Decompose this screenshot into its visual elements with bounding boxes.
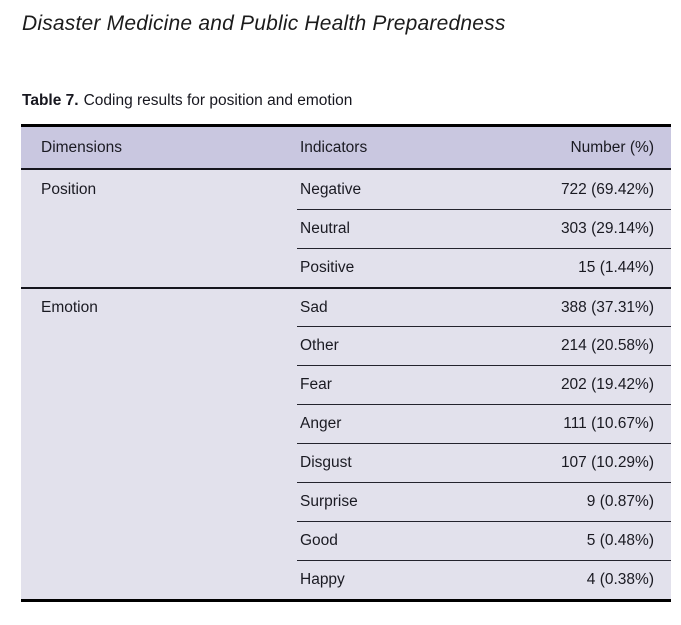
number-cell: 111 (10.67%): [563, 414, 654, 432]
table-row: Fear 202 (19.42%): [21, 365, 671, 404]
dimension-cell: Position: [41, 180, 97, 198]
table-row: Emotion Sad 388 (37.31%): [21, 287, 671, 326]
indicator-cell: Positive: [300, 258, 355, 276]
number-cell: 202 (19.42%): [560, 375, 654, 393]
number-cell: 214 (20.58%): [560, 336, 654, 354]
table-caption-text: Coding results for position and emotion: [83, 92, 353, 109]
indicator-cell: Negative: [300, 180, 362, 198]
indicator-cell: Sad: [300, 298, 328, 316]
table-caption-label: Table 7.: [22, 92, 79, 109]
column-header-dimensions: Dimensions: [41, 138, 122, 156]
dimension-cell: Emotion: [41, 298, 98, 316]
number-cell: 4 (0.38%): [586, 570, 654, 588]
column-header-number: Number (%): [570, 138, 654, 156]
indicator-cell: Anger: [300, 414, 342, 432]
coding-results-table: Dimensions Indicators Number (%) Positio…: [21, 124, 671, 602]
indicator-cell: Good: [300, 531, 338, 549]
table-row: Neutral 303 (29.14%): [21, 209, 671, 248]
indicator-cell: Fear: [300, 375, 332, 393]
number-cell: 388 (37.31%): [560, 298, 654, 316]
table-row: Good 5 (0.48%): [21, 521, 671, 560]
journal-title: Disaster Medicine and Public Health Prep…: [22, 12, 506, 35]
table-row: Surprise 9 (0.87%): [21, 482, 671, 521]
table-row: Position Negative 722 (69.42%): [21, 170, 671, 209]
table-row: Happy 4 (0.38%): [21, 560, 671, 599]
indicator-cell: Surprise: [300, 492, 358, 510]
number-cell: 107 (10.29%): [560, 453, 654, 471]
table-row: Disgust 107 (10.29%): [21, 443, 671, 482]
number-cell: 5 (0.48%): [586, 531, 654, 549]
indicator-cell: Neutral: [300, 219, 350, 237]
table-row: Other 214 (20.58%): [21, 326, 671, 365]
number-cell: 9 (0.87%): [586, 492, 654, 510]
number-cell: 722 (69.42%): [560, 180, 654, 198]
table-row: Positive 15 (1.44%): [21, 248, 671, 287]
column-header-indicators: Indicators: [300, 138, 368, 156]
table-body: Position Negative 722 (69.42%) Neutral 3…: [21, 170, 671, 599]
indicator-cell: Happy: [300, 570, 345, 588]
indicator-cell: Disgust: [300, 453, 352, 471]
table-caption: Table 7. Coding results for position and …: [22, 92, 352, 110]
table-row: Anger 111 (10.67%): [21, 404, 671, 443]
indicator-cell: Other: [300, 336, 339, 354]
number-cell: 15 (1.44%): [578, 258, 654, 276]
table-header-row: Dimensions Indicators Number (%): [21, 127, 671, 170]
number-cell: 303 (29.14%): [560, 219, 654, 237]
